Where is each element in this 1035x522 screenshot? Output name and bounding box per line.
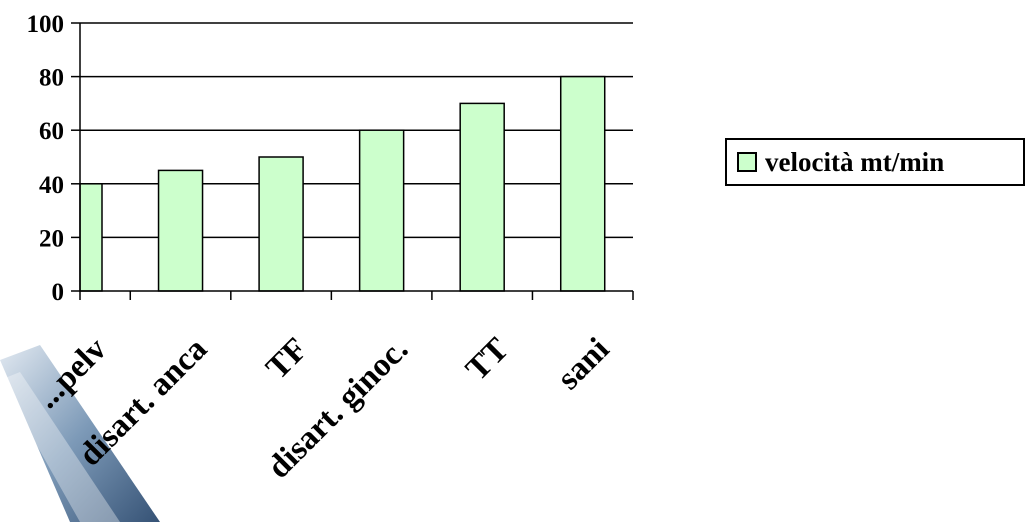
bar xyxy=(459,102,505,292)
bar xyxy=(358,129,405,292)
x-category-label: TT xyxy=(459,331,516,388)
y-tick-label: 80 xyxy=(39,65,64,92)
y-tick-label: 100 xyxy=(27,11,65,38)
bar xyxy=(559,75,606,292)
x-category-label: TF xyxy=(259,331,314,386)
y-tick-label: 40 xyxy=(39,172,64,199)
legend: velocità mt/min xyxy=(725,138,1025,186)
x-category-label: sani xyxy=(551,331,617,397)
decorative-swoosh xyxy=(0,345,160,522)
decorative-swoosh-light xyxy=(0,372,120,522)
bar xyxy=(79,183,103,292)
bar xyxy=(258,156,304,292)
legend-swatch xyxy=(737,152,757,172)
y-tick-label: 0 xyxy=(52,279,65,306)
bar xyxy=(157,169,204,292)
legend-label: velocità mt/min xyxy=(765,146,945,177)
y-tick-label: 60 xyxy=(39,118,64,145)
y-tick-label: 20 xyxy=(39,225,64,252)
